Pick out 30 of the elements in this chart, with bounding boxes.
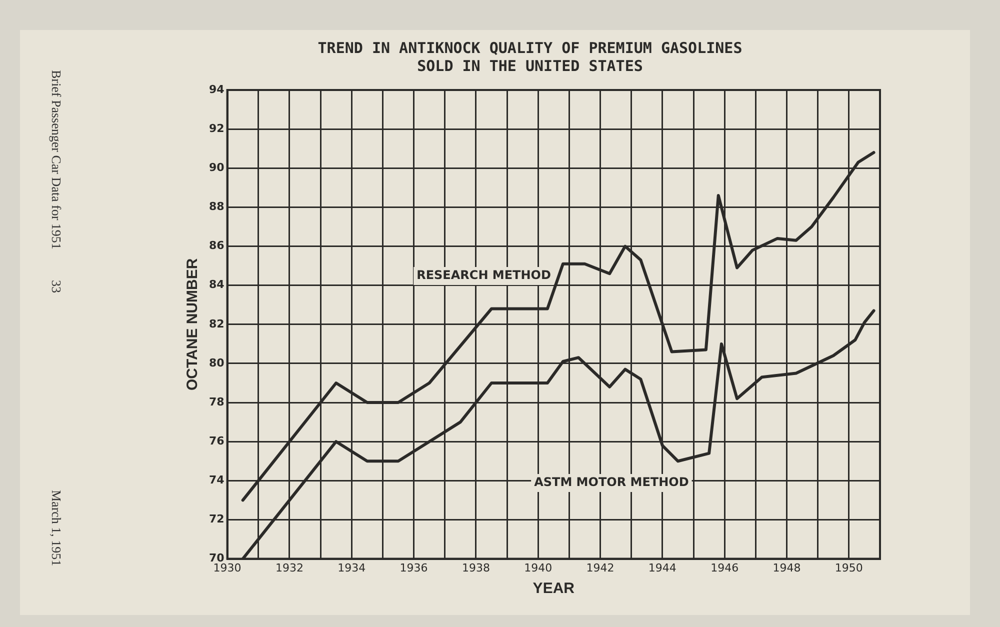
x-tick-label: 1932 — [275, 561, 304, 574]
y-tick-label: 80 — [208, 356, 225, 370]
y-tick-label: 90 — [208, 160, 225, 174]
text: March 1, 1951 — [48, 490, 64, 566]
y-tick-label: 94 — [208, 82, 225, 96]
text: 33 — [48, 280, 64, 293]
x-axis-title: YEAR — [532, 580, 575, 598]
chart-title: TREND IN ANTIKNOCK QUALITY OF PREMIUM GASOLINES SOLD IN THE UNITED STATES — [318, 38, 742, 75]
x-tick-label: 1944 — [648, 561, 676, 574]
series-label: RESEARCH METHOD — [416, 268, 551, 282]
y-tick-label: 86 — [208, 239, 225, 252]
x-tick-label: 1940 — [524, 561, 552, 574]
x-tick-label: 1934 — [338, 561, 366, 574]
x-tick-label: 1938 — [462, 561, 490, 574]
y-tick-label: 92 — [208, 122, 224, 135]
y-tick-label: 84 — [208, 278, 225, 292]
y-axis-title: OCTANE NUMBER — [184, 258, 202, 391]
x-tick-label: 1950 — [834, 561, 863, 574]
x-tick-label: 1948 — [772, 561, 801, 574]
series-label: ASTM MOTOR METHOD — [534, 475, 689, 490]
y-tick-label: 74 — [208, 474, 225, 487]
x-tick-label: 1942 — [586, 561, 614, 574]
y-tick-label: 78 — [208, 395, 224, 408]
x-tick-label: 1936 — [400, 561, 428, 574]
y-tick-label: 82 — [208, 317, 224, 330]
x-tick-label: 1946 — [710, 561, 739, 574]
text: Brief Passenger Car Data for 1951 — [48, 70, 64, 250]
y-tick-label: 76 — [208, 434, 225, 448]
y-tick-label: 72 — [208, 512, 224, 526]
y-tick-label: 88 — [208, 200, 224, 214]
